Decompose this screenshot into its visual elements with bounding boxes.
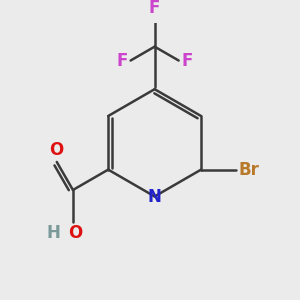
Text: Br: Br bbox=[238, 160, 259, 178]
Text: N: N bbox=[148, 188, 162, 206]
Text: F: F bbox=[116, 52, 128, 70]
Text: O: O bbox=[49, 141, 63, 159]
Text: H: H bbox=[46, 224, 60, 242]
Text: O: O bbox=[68, 224, 82, 242]
Text: F: F bbox=[182, 52, 193, 70]
Text: F: F bbox=[149, 0, 160, 17]
